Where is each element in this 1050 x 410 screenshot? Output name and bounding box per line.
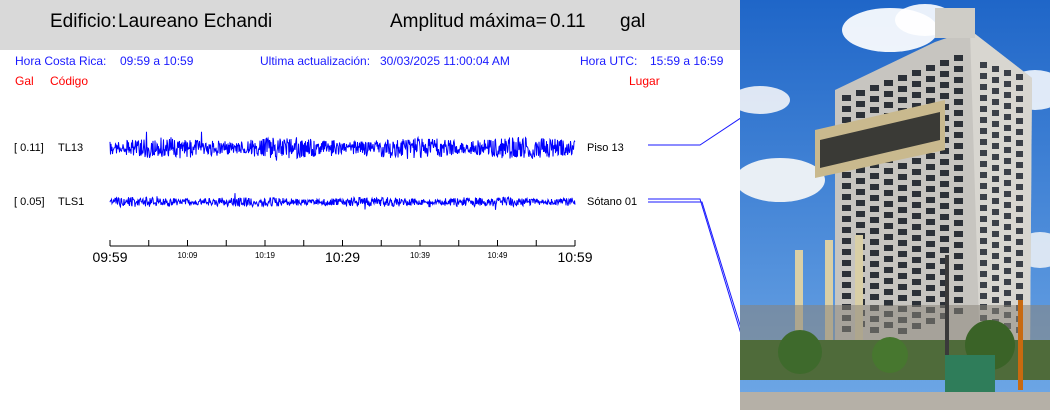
connector-piso13-inner — [648, 122, 740, 149]
local-time-label: Hora Costa Rica: — [15, 54, 107, 68]
utc-label: Hora UTC: — [580, 54, 638, 68]
connector-sotano — [648, 198, 740, 333]
header-bar: Edificio: Laureano Echandi Amplitud máxi… — [0, 0, 740, 50]
axis-major-label: 09:59 — [92, 249, 127, 265]
seismogram-plot: 09:59 10:29 10:59 10:09 10:19 10:39 10:49 — [92, 117, 740, 333]
amplitude-unit: gal — [620, 11, 646, 32]
local-time-range: 09:59 a 10:59 — [120, 54, 194, 68]
place-column-header: Lugar — [629, 74, 660, 88]
building-photo — [740, 0, 1050, 410]
axis-major-label: 10:59 — [557, 249, 592, 265]
trace-code-tl13: TL13 — [58, 142, 84, 154]
building-label: Edificio: — [50, 11, 117, 32]
connector-lines — [648, 117, 740, 333]
trace-amplitude-tls1: [ 0.05] — [14, 196, 45, 208]
axis-minor-label: 10:09 — [177, 251, 198, 260]
axis-minor-label: 10:39 — [410, 251, 431, 260]
gal-column-header: Gal — [15, 74, 34, 88]
building-name: Laureano Echandi — [118, 11, 273, 32]
amplitude-value: 0.11 — [550, 11, 586, 32]
connector-sotano-inner — [648, 201, 740, 327]
utc-range: 15:59 a 16:59 — [650, 54, 724, 68]
amplitude-label: Amplitud máxima= — [390, 11, 547, 32]
trace-place-tl13: Piso 13 — [587, 142, 624, 154]
trace-amplitude-tl13: [ 0.11] — [14, 142, 44, 154]
update-label: Ultima actualización: — [260, 54, 371, 68]
trace-place-tls1: Sótano 01 — [587, 196, 638, 208]
trace-code-tls1: TLS1 — [58, 196, 85, 208]
connector-piso13 — [648, 117, 740, 146]
code-column-header: Código — [50, 74, 89, 88]
axis-minor-label: 10:19 — [255, 251, 276, 260]
waveform-tls1 — [109, 193, 576, 210]
update-value: 30/03/2025 11:00:04 AM — [380, 54, 510, 68]
time-axis: 09:59 10:29 10:59 10:09 10:19 10:39 10:49 — [92, 240, 593, 265]
waveform-tl13 — [109, 131, 576, 161]
axis-minor-label: 10:49 — [487, 251, 508, 260]
axis-major-label: 10:29 — [325, 249, 360, 265]
